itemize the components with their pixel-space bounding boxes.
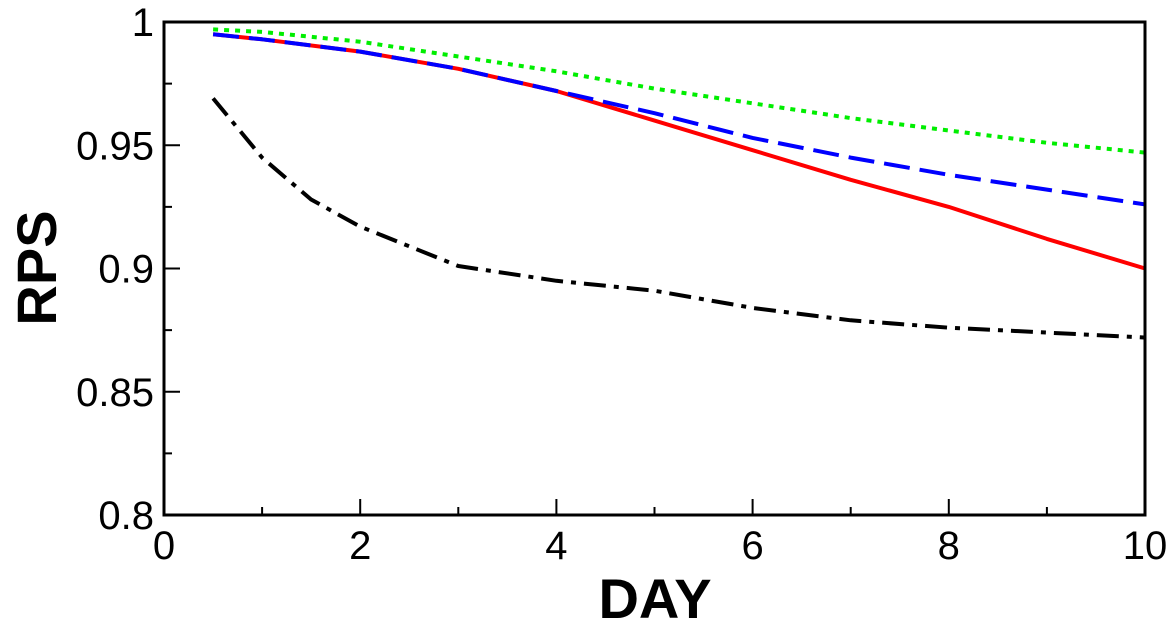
y-tick-label: 0.9	[98, 248, 154, 292]
series-line-dashed	[212, 32, 1146, 207]
plot-frame	[162, 20, 1147, 517]
series-line-dashdot	[211, 97, 1146, 340]
y-tick-labels: 0.8 0.85 0.9 0.95 1	[76, 1, 154, 538]
x-tick-labels: 0 2 4 6 8 10	[153, 524, 1167, 568]
x-tick-label: 4	[545, 524, 567, 568]
y-tick-label: 1	[132, 1, 154, 45]
series-layer	[211, 27, 1146, 340]
y-tick-label: 0.8	[98, 494, 154, 538]
y-axis-title: RPS	[5, 210, 68, 325]
y-tick-label: 0.85	[76, 371, 154, 415]
y-tick-label: 0.95	[76, 124, 154, 168]
series-line-dotted	[212, 27, 1146, 155]
x-tick-label: 10	[1123, 524, 1168, 568]
x-tick-label: 2	[349, 524, 371, 568]
x-axis-title: DAY	[598, 567, 711, 627]
x-tick-label: 6	[741, 524, 763, 568]
series-line-solid	[212, 32, 1146, 271]
x-tick-label: 0	[153, 524, 175, 568]
tick-layer	[163, 21, 1146, 516]
x-tick-label: 8	[938, 524, 960, 568]
